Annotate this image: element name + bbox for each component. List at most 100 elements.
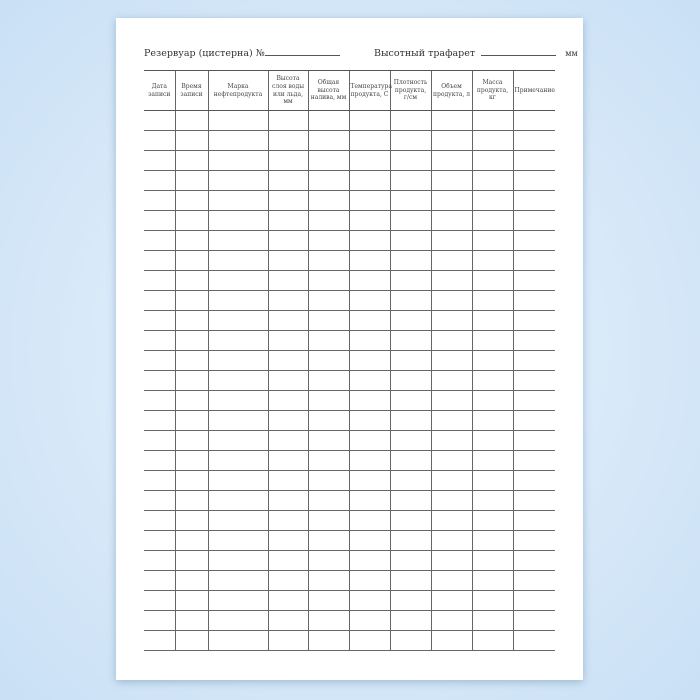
table-cell[interactable] <box>512 350 555 371</box>
table-cell[interactable] <box>307 350 349 371</box>
table-cell[interactable] <box>471 430 513 451</box>
table-cell[interactable] <box>307 590 349 611</box>
table-cell[interactable] <box>207 130 268 151</box>
table-cell[interactable] <box>430 550 472 571</box>
table-cell[interactable] <box>207 430 268 451</box>
table-cell[interactable] <box>348 290 390 311</box>
table-cell[interactable] <box>207 370 268 391</box>
table-cell[interactable] <box>512 370 555 391</box>
table-cell[interactable] <box>207 350 268 371</box>
table-cell[interactable] <box>512 390 555 411</box>
table-cell[interactable] <box>512 630 555 651</box>
table-cell[interactable] <box>471 390 513 411</box>
table-cell[interactable] <box>430 330 472 351</box>
table-cell[interactable] <box>512 490 555 511</box>
table-cell[interactable] <box>430 170 472 191</box>
table-cell[interactable] <box>512 510 555 531</box>
table-cell[interactable] <box>471 130 513 151</box>
table-cell[interactable] <box>307 510 349 531</box>
table-cell[interactable] <box>512 170 555 191</box>
table-cell[interactable] <box>307 470 349 491</box>
table-cell[interactable] <box>144 610 175 631</box>
table-cell[interactable] <box>174 410 208 431</box>
table-cell[interactable] <box>267 230 308 251</box>
table-cell[interactable] <box>348 190 390 211</box>
table-cell[interactable] <box>174 150 208 171</box>
table-cell[interactable] <box>307 330 349 351</box>
table-cell[interactable] <box>207 330 268 351</box>
table-cell[interactable] <box>471 530 513 551</box>
table-cell[interactable] <box>267 530 308 551</box>
table-cell[interactable] <box>307 430 349 451</box>
table-cell[interactable] <box>207 490 268 511</box>
table-cell[interactable] <box>267 470 308 491</box>
table-cell[interactable] <box>207 110 268 131</box>
table-cell[interactable] <box>389 310 431 331</box>
table-cell[interactable] <box>144 130 175 151</box>
table-cell[interactable] <box>174 530 208 551</box>
table-cell[interactable] <box>307 410 349 431</box>
table-cell[interactable] <box>389 590 431 611</box>
table-cell[interactable] <box>207 470 268 491</box>
table-cell[interactable] <box>307 490 349 511</box>
table-cell[interactable] <box>174 490 208 511</box>
table-cell[interactable] <box>389 290 431 311</box>
table-cell[interactable] <box>144 350 175 371</box>
table-cell[interactable] <box>389 410 431 431</box>
table-cell[interactable] <box>512 310 555 331</box>
table-cell[interactable] <box>207 310 268 331</box>
table-cell[interactable] <box>144 110 175 131</box>
table-cell[interactable] <box>389 630 431 651</box>
table-cell[interactable] <box>348 390 390 411</box>
table-cell[interactable] <box>512 470 555 491</box>
table-cell[interactable] <box>430 610 472 631</box>
table-cell[interactable] <box>307 110 349 131</box>
table-cell[interactable] <box>471 550 513 571</box>
table-cell[interactable] <box>348 470 390 491</box>
table-cell[interactable] <box>348 110 390 131</box>
table-cell[interactable] <box>389 270 431 291</box>
table-cell[interactable] <box>389 610 431 631</box>
table-cell[interactable] <box>389 370 431 391</box>
table-cell[interactable] <box>512 530 555 551</box>
table-cell[interactable] <box>174 190 208 211</box>
table-cell[interactable] <box>207 250 268 271</box>
table-cell[interactable] <box>389 510 431 531</box>
table-cell[interactable] <box>471 450 513 471</box>
table-cell[interactable] <box>348 430 390 451</box>
table-cell[interactable] <box>471 570 513 591</box>
table-cell[interactable] <box>348 270 390 291</box>
table-cell[interactable] <box>144 370 175 391</box>
table-cell[interactable] <box>144 630 175 651</box>
table-cell[interactable] <box>207 290 268 311</box>
table-cell[interactable] <box>174 110 208 131</box>
table-cell[interactable] <box>207 590 268 611</box>
table-cell[interactable] <box>430 110 472 131</box>
table-cell[interactable] <box>348 530 390 551</box>
table-cell[interactable] <box>430 370 472 391</box>
table-cell[interactable] <box>144 270 175 291</box>
table-cell[interactable] <box>144 190 175 211</box>
table-cell[interactable] <box>307 390 349 411</box>
table-cell[interactable] <box>348 450 390 471</box>
table-cell[interactable] <box>144 510 175 531</box>
table-cell[interactable] <box>348 510 390 531</box>
table-cell[interactable] <box>512 150 555 171</box>
table-cell[interactable] <box>430 590 472 611</box>
table-cell[interactable] <box>471 310 513 331</box>
table-cell[interactable] <box>348 210 390 231</box>
table-cell[interactable] <box>144 330 175 351</box>
table-cell[interactable] <box>174 630 208 651</box>
table-cell[interactable] <box>512 190 555 211</box>
table-cell[interactable] <box>307 370 349 391</box>
table-cell[interactable] <box>144 250 175 271</box>
table-cell[interactable] <box>471 610 513 631</box>
table-cell[interactable] <box>512 410 555 431</box>
table-cell[interactable] <box>307 250 349 271</box>
table-cell[interactable] <box>207 630 268 651</box>
table-cell[interactable] <box>389 490 431 511</box>
table-cell[interactable] <box>348 550 390 571</box>
table-cell[interactable] <box>207 570 268 591</box>
table-cell[interactable] <box>512 610 555 631</box>
table-cell[interactable] <box>174 550 208 571</box>
